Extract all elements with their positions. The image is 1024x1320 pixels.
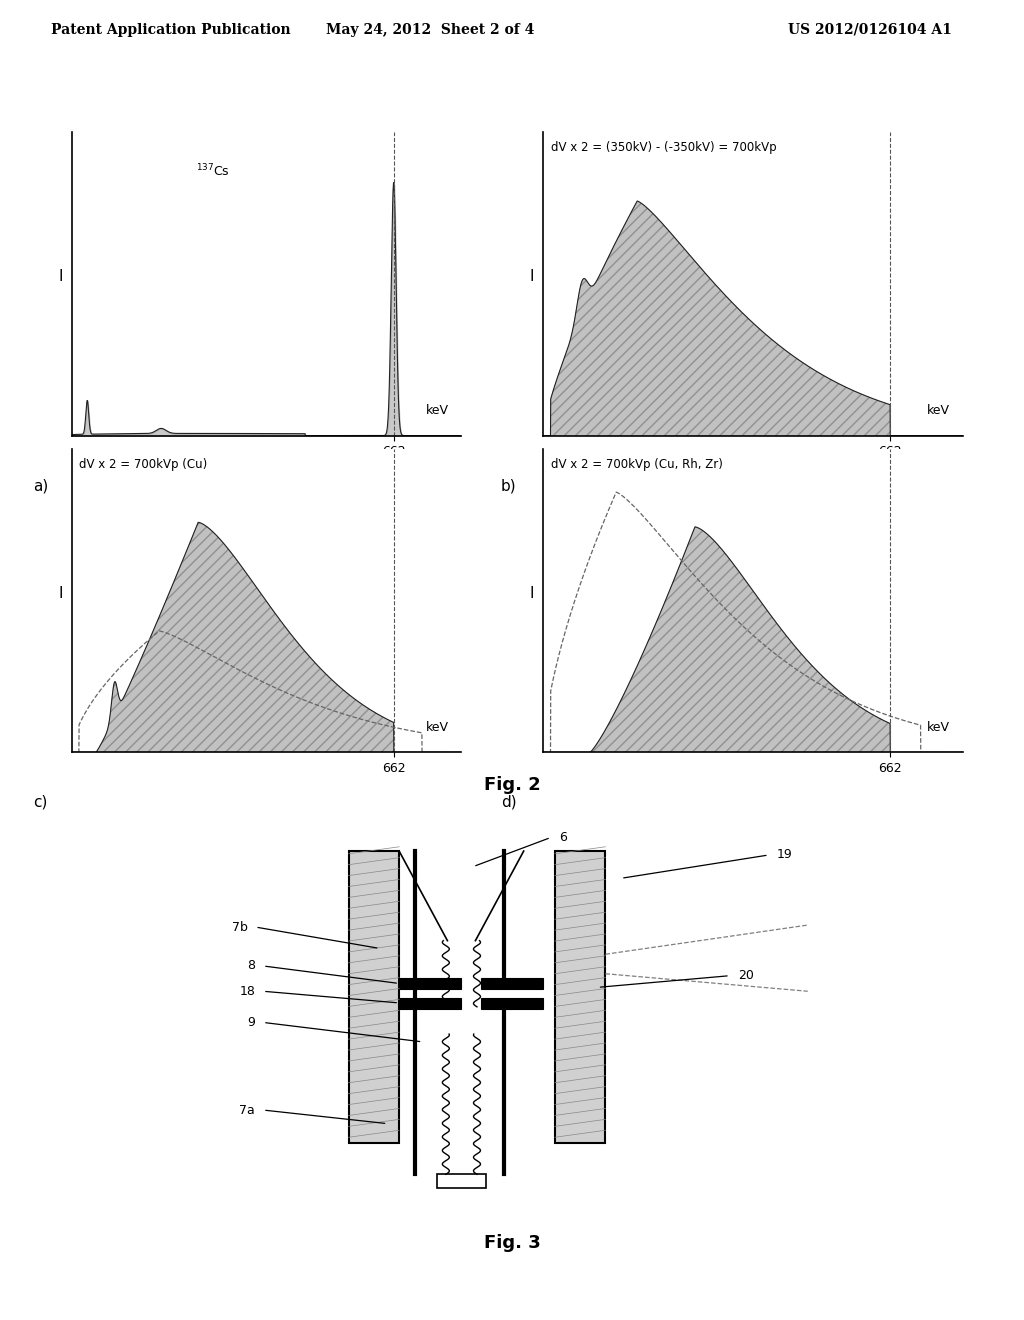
Text: 8: 8 [247,960,255,973]
Text: 19: 19 [776,849,793,862]
Text: dV x 2 = 700kVp (Cu, Rh, Zr): dV x 2 = 700kVp (Cu, Rh, Zr) [551,458,723,471]
Text: $^{137}$Cs: $^{137}$Cs [197,162,230,180]
Text: 7b: 7b [231,920,248,933]
Text: dV x 2 = 700kVp (Cu): dV x 2 = 700kVp (Cu) [80,458,208,471]
Text: keV: keV [426,404,450,417]
Bar [348,851,399,1143]
Bar [481,978,543,989]
Text: US 2012/0126104 A1: US 2012/0126104 A1 [788,22,952,37]
Text: Fig. 3: Fig. 3 [483,1234,541,1253]
Text: keV: keV [927,721,950,734]
Text: Fig. 2: Fig. 2 [483,776,541,795]
Bar [399,978,462,989]
Text: dV x 2 = (350kV) - (-350kV) = 700kVp: dV x 2 = (350kV) - (-350kV) = 700kVp [551,141,777,154]
Text: 7a: 7a [240,1104,255,1117]
Text: May 24, 2012  Sheet 2 of 4: May 24, 2012 Sheet 2 of 4 [326,22,535,37]
Text: d): d) [501,795,516,810]
Y-axis label: I: I [58,586,62,601]
Text: 9: 9 [248,1016,255,1028]
Y-axis label: I: I [58,269,62,284]
Text: Patent Application Publication: Patent Application Publication [51,22,291,37]
Bar [399,998,462,1008]
Text: 20: 20 [737,969,754,982]
Bar [436,1175,486,1188]
Text: keV: keV [426,721,450,734]
Bar [481,998,543,1008]
Text: 18: 18 [240,985,255,998]
Text: a): a) [33,478,48,494]
Text: c): c) [33,795,47,810]
Bar [555,851,605,1143]
Text: b): b) [501,478,516,494]
Y-axis label: I: I [529,586,534,601]
Y-axis label: I: I [529,269,534,284]
Text: keV: keV [927,404,950,417]
Text: 6: 6 [559,832,566,843]
